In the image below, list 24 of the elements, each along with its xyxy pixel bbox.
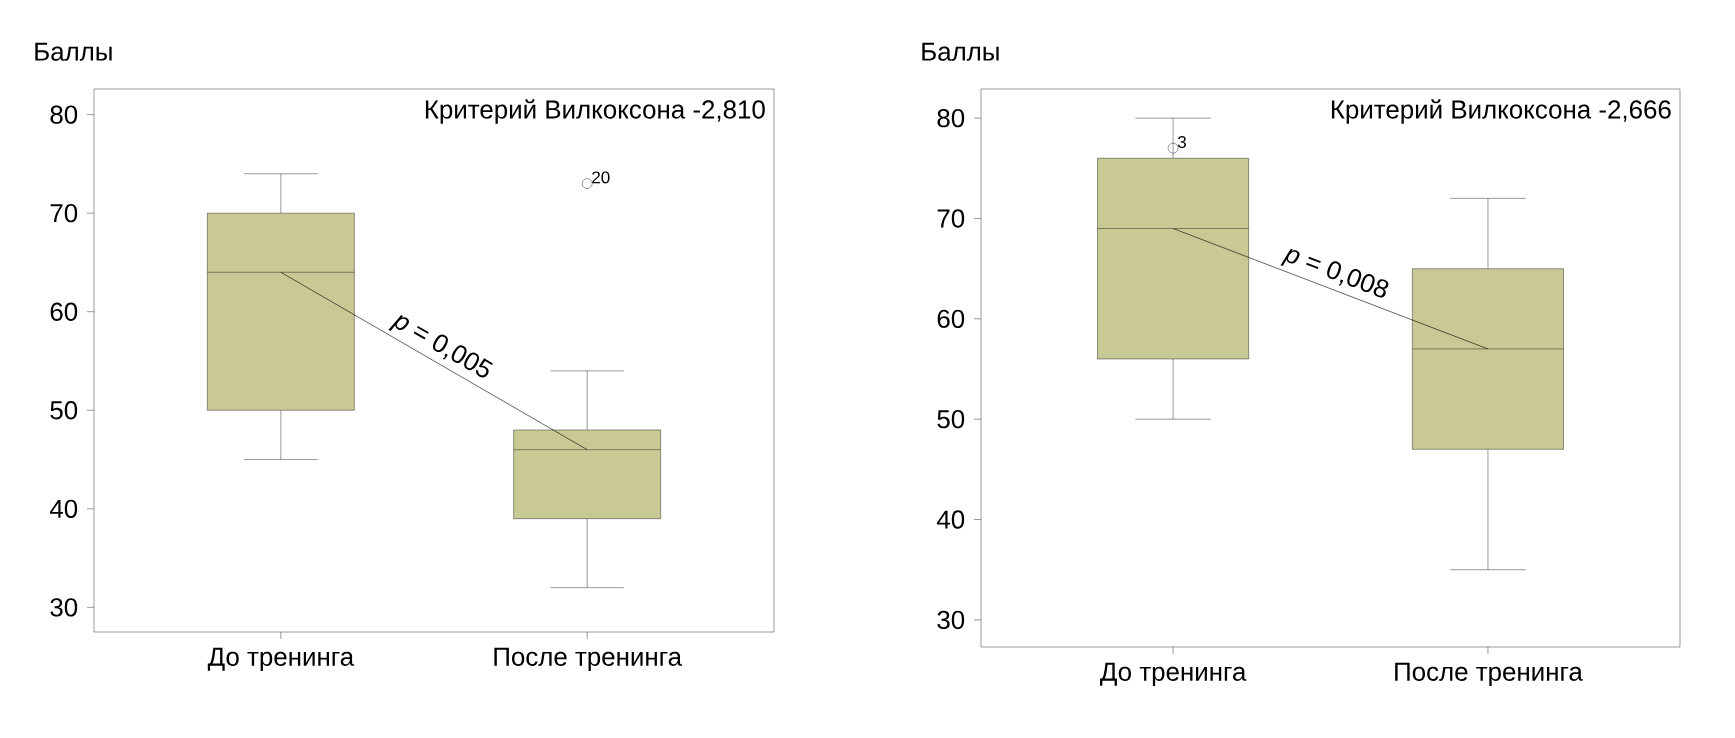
x-tick-label: После тренинга bbox=[1395, 662, 1583, 687]
y-tick-label: 60 bbox=[50, 302, 78, 321]
y-tick-label: 50 bbox=[50, 401, 78, 420]
y-tick-label: 30 bbox=[937, 610, 965, 630]
annotation: 20 bbox=[592, 171, 610, 184]
y-axis-title: Баллы bbox=[35, 42, 112, 61]
annotation: Критерий Вилкоксона -2,810 bbox=[425, 99, 765, 124]
x-tick-label: После тренинга bbox=[494, 647, 683, 672]
y-tick-label: 80 bbox=[50, 105, 78, 124]
annotation: p = 0,008 bbox=[1280, 248, 1389, 298]
y-tick-label: 40 bbox=[936, 510, 965, 529]
y-tick-label: 30 bbox=[50, 598, 78, 617]
annotation: p = 0,005 bbox=[388, 315, 493, 378]
annotation: 3 bbox=[1177, 136, 1186, 149]
y-tick-label: 70 bbox=[937, 209, 965, 228]
y-tick-label: 60 bbox=[937, 309, 965, 328]
x-tick-label: До тренинга bbox=[207, 647, 355, 672]
y-tick-label: 70 bbox=[50, 203, 78, 223]
y-tick-label: 50 bbox=[937, 410, 965, 429]
y-axis-title: Баллы bbox=[922, 42, 999, 61]
x-tick-label: До тренинга bbox=[1100, 662, 1247, 687]
y-tick-label: 80 bbox=[937, 108, 965, 128]
annotation: Критерий Вилкоксона -2,666 bbox=[1331, 99, 1671, 124]
y-tick-label: 40 bbox=[49, 499, 78, 518]
